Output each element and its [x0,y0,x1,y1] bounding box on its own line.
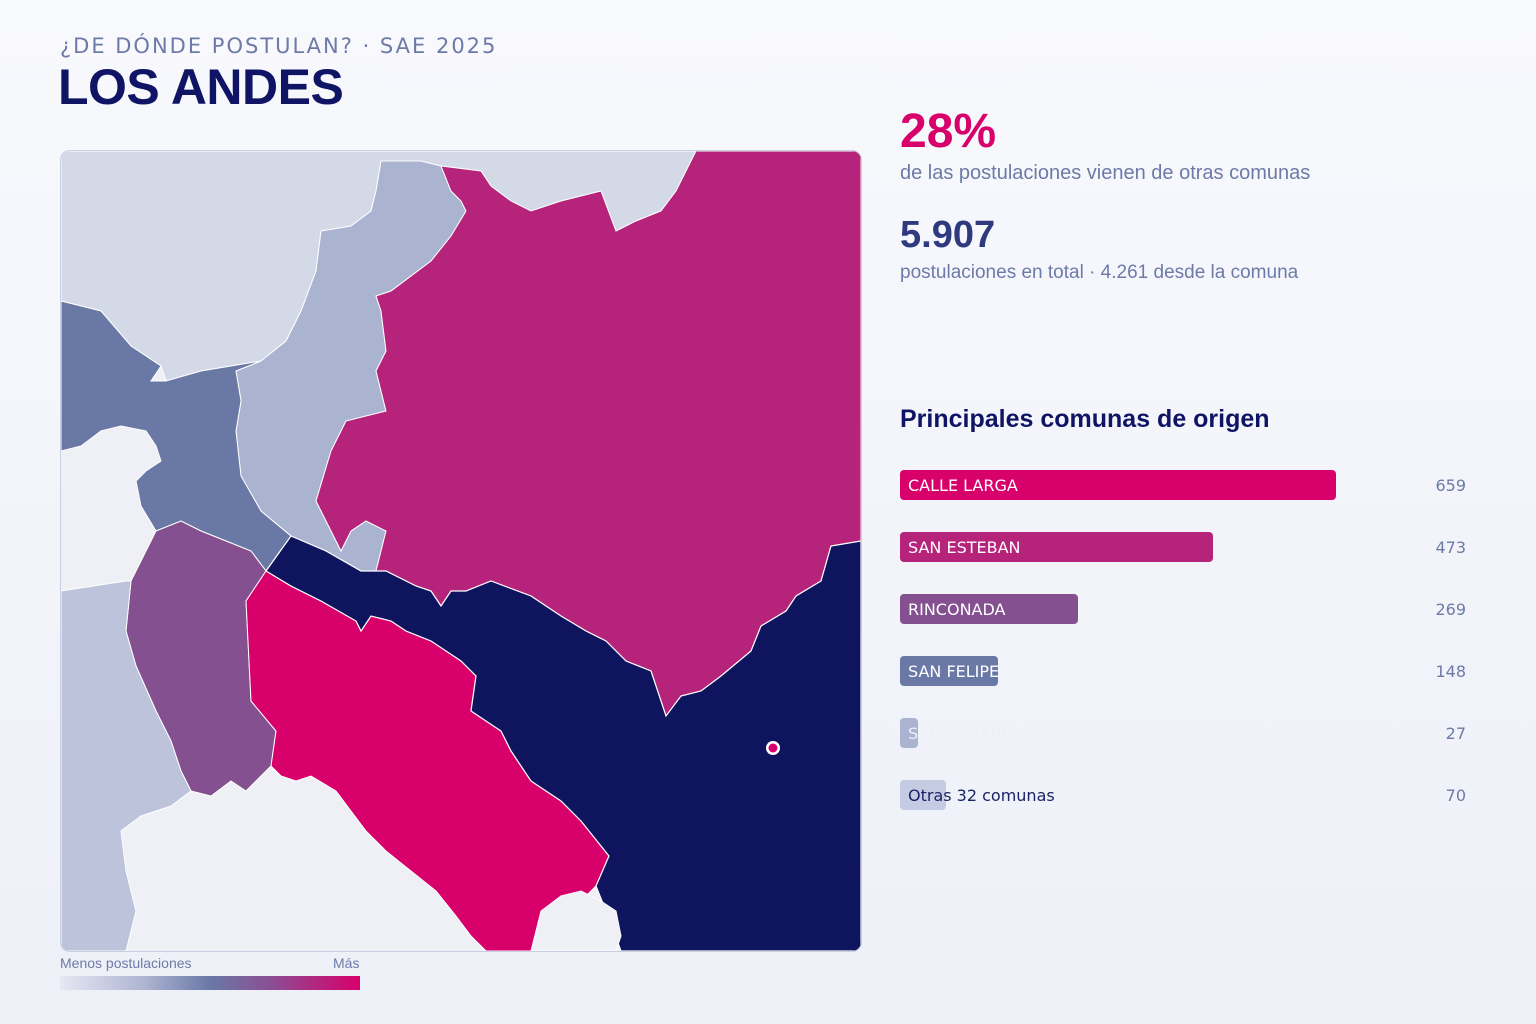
external-percentage: 28% [900,105,997,158]
ranking-bar [900,656,998,686]
page-kicker: ¿DE DÓNDE POSTULAN? · SAE 2025 [60,34,498,58]
map-svg [61,151,861,951]
region-other-low[interactable] [61,580,192,951]
ranking-value: 148 [1435,662,1466,681]
ranking-value: 473 [1435,538,1466,557]
ranking-label: SAN ESTEBAN [908,538,1021,557]
ranking-label: SANTA MARÍA [908,724,1018,743]
ranking-value: 269 [1435,600,1466,619]
total-applications: 5.907 [900,214,996,256]
los-andes-marker-dot [768,743,778,753]
external-percentage-description: de las postulaciones vienen de otras com… [900,162,1311,184]
ranking-row[interactable]: SANTA MARÍA 27 [900,718,1466,748]
ranking-bar [900,718,918,748]
ranking-row[interactable]: SAN ESTEBAN 473 [900,532,1466,562]
ranking-title: Principales comunas de origen [900,405,1270,433]
ranking-value: 70 [1445,786,1466,805]
region-los-andes[interactable] [265,535,861,951]
legend-min-label: Menos postulaciones [60,955,192,971]
legend-gradient [60,976,360,990]
ranking-bar [900,470,1336,500]
ranking-label: SAN FELIPE [908,662,1000,681]
ranking-row[interactable]: SAN FELIPE 148 [900,656,1466,686]
ranking-bar [900,780,946,810]
region-nodata-se [530,890,622,951]
ranking-value: 659 [1435,476,1466,495]
ranking-label: Otras 32 comunas [908,786,1055,805]
choropleth-map[interactable] [60,150,862,952]
page-title: LOS ANDES [58,59,344,115]
ranking-bar [900,532,1213,562]
ranking-row[interactable]: CALLE LARGA 659 [900,470,1466,500]
ranking-value: 27 [1445,724,1466,743]
ranking-label: CALLE LARGA [908,476,1018,495]
total-applications-description: postulaciones en total · 4.261 desde la … [900,262,1299,283]
ranking-row[interactable]: Otras 32 comunas 70 [900,780,1466,810]
ranking-row[interactable]: RINCONADA 269 [900,594,1466,624]
ranking-label: RINCONADA [908,600,1006,619]
ranking-bar [900,594,1078,624]
legend-max-label: Más [333,955,360,971]
